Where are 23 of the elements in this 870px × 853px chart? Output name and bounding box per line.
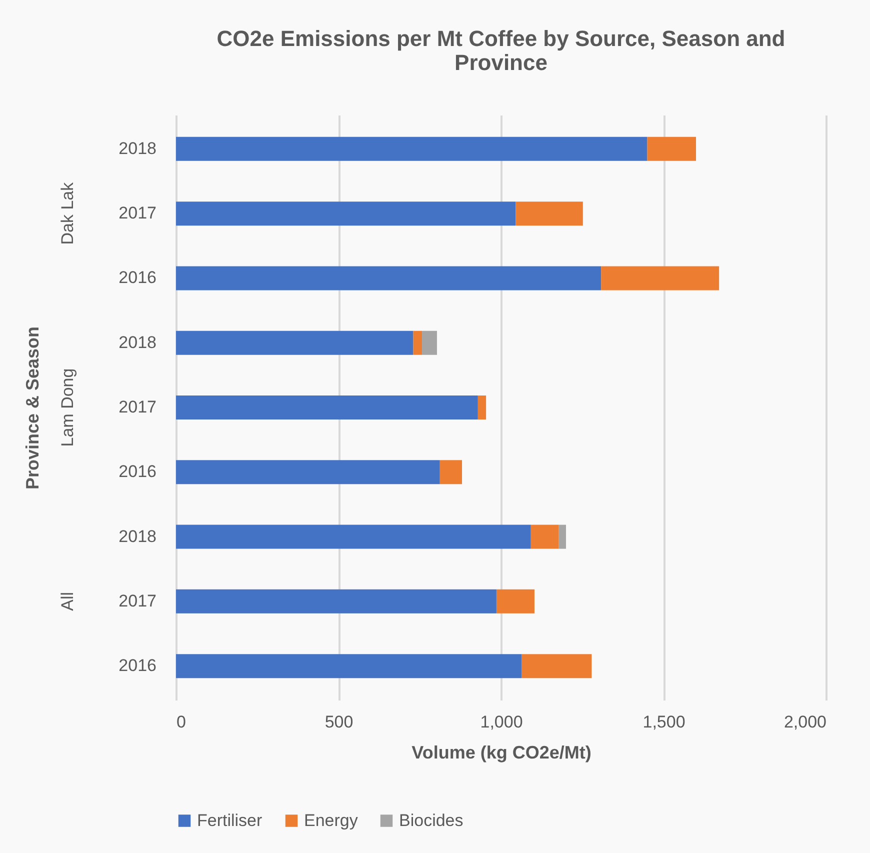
y-tick-label: 2017 [118,204,156,223]
y-tick-label: 2017 [118,591,156,610]
y-tick-label: 2017 [118,398,156,416]
y-axis-title: Province & Season [22,326,43,490]
text: All [58,592,77,611]
y-tick-label: 2016 [118,656,156,676]
legend-label: Energy [304,810,358,830]
y-tick-label: 2016 [118,268,156,288]
y-tick-label: 2018 [118,138,156,158]
text: Lam Dong [58,368,77,447]
y-tick-label: 2016 [118,462,156,482]
chart-title: CO2e Emissions per Mt Coffee by Source, Season and Province [216,26,786,75]
legend-label: Fertiliser [197,810,263,830]
x-tick-label: 500 [324,712,354,732]
y-tick-label: 2018 [118,332,156,352]
x-tick-label: 1,500 [642,712,686,732]
legend-label: Biocides [399,810,464,830]
x-tick-label: 1,000 [480,712,523,732]
y-tick-label: 2018 [118,526,156,546]
x-tick-label: 2,000 [784,712,826,732]
x-tick-label: 0 [176,712,186,732]
text: Dak Lak [58,182,77,245]
x-axis-title: Volume (kg CO2e/Mt) [412,742,592,762]
